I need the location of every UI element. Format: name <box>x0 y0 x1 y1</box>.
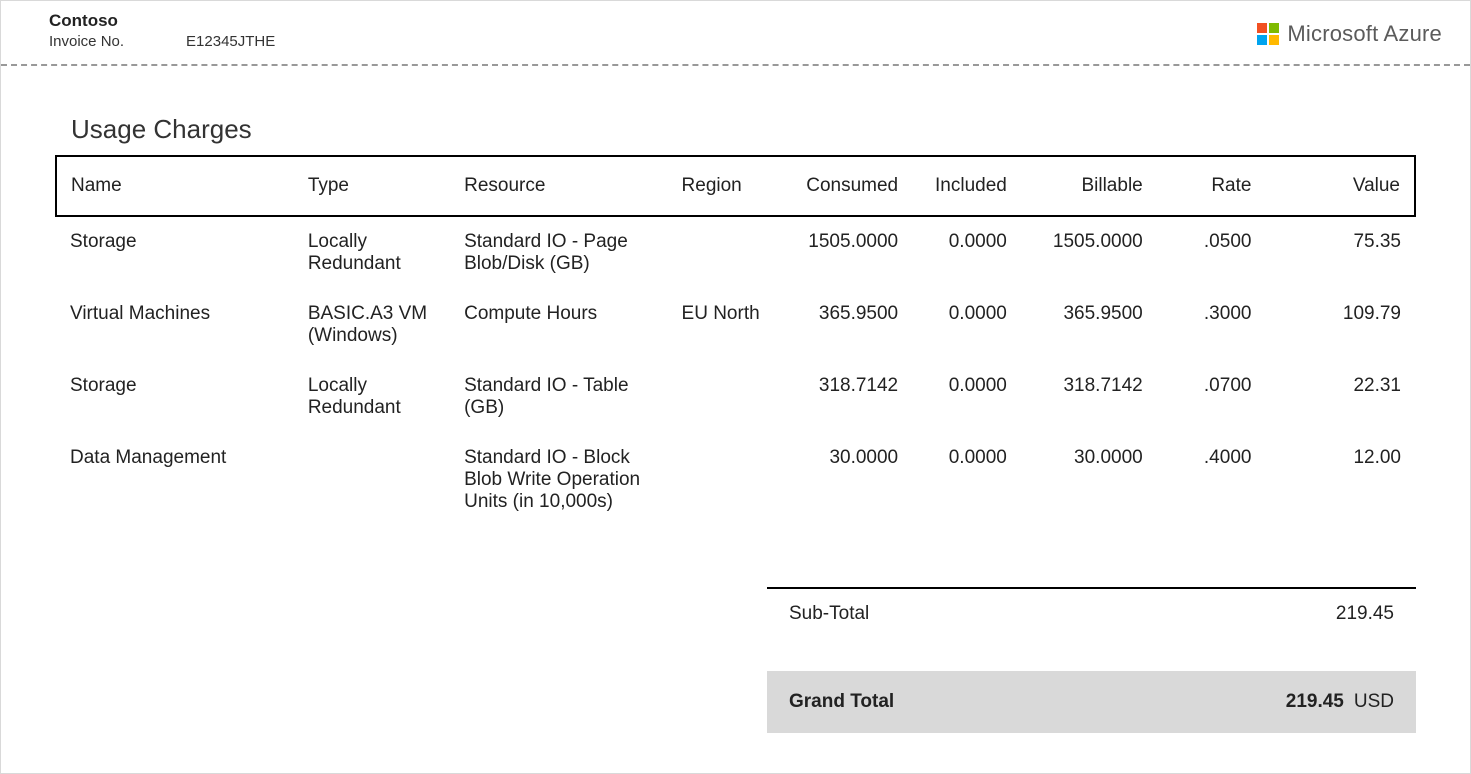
cell-billable: 30.0000 <box>1021 433 1157 527</box>
table-row: Data Management Standard IO - Block Blob… <box>56 433 1415 527</box>
grand-total-row: Grand Total 219.45 USD <box>767 671 1416 733</box>
cell-billable: 365.9500 <box>1021 289 1157 361</box>
cell-consumed: 1505.0000 <box>790 216 912 289</box>
cell-rate: .4000 <box>1157 433 1266 527</box>
invoice-number-value: E12345JTHE <box>186 33 275 50</box>
col-header-rate: Rate <box>1157 156 1266 216</box>
cell-type: BASIC.A3 VM (Windows) <box>294 289 450 361</box>
col-header-consumed: Consumed <box>790 156 912 216</box>
header-left: Contoso Invoice No. E12345JTHE <box>49 11 275 50</box>
logo-square-tr <box>1269 23 1279 33</box>
cell-type <box>294 433 450 527</box>
col-header-resource: Resource <box>450 156 667 216</box>
dashed-separator <box>1 64 1470 66</box>
usage-charges-table: Name Type Resource Region Consumed Inclu… <box>55 155 1416 527</box>
grand-total-amount-wrap: 219.45 USD <box>1286 691 1394 713</box>
cell-resource: Standard IO - Block Blob Write Operation… <box>450 433 667 527</box>
col-header-billable: Billable <box>1021 156 1157 216</box>
cell-consumed: 318.7142 <box>790 361 912 433</box>
cell-value: 109.79 <box>1265 289 1415 361</box>
microsoft-logo-icon <box>1257 23 1279 45</box>
cell-value: 75.35 <box>1265 216 1415 289</box>
col-header-region: Region <box>668 156 790 216</box>
cell-value: 22.31 <box>1265 361 1415 433</box>
cell-included: 0.0000 <box>912 361 1021 433</box>
cell-billable: 1505.0000 <box>1021 216 1157 289</box>
content-area: Usage Charges Name Type Resource Region … <box>1 74 1470 527</box>
cell-region <box>668 216 790 289</box>
col-header-name: Name <box>56 156 294 216</box>
header-right: Microsoft Azure <box>1257 11 1442 47</box>
logo-square-bl <box>1257 35 1267 45</box>
table-header-row: Name Type Resource Region Consumed Inclu… <box>56 156 1415 216</box>
cell-resource: Standard IO - Page Blob/Disk (GB) <box>450 216 667 289</box>
invoice-page: Contoso Invoice No. E12345JTHE Microsoft… <box>0 0 1471 774</box>
cell-type: Locally Redundant <box>294 216 450 289</box>
cell-included: 0.0000 <box>912 289 1021 361</box>
cell-included: 0.0000 <box>912 216 1021 289</box>
cell-rate: .3000 <box>1157 289 1266 361</box>
table-row: Virtual Machines BASIC.A3 VM (Windows) C… <box>56 289 1415 361</box>
col-header-included: Included <box>912 156 1021 216</box>
cell-billable: 318.7142 <box>1021 361 1157 433</box>
cell-region <box>668 433 790 527</box>
cell-region: EU North <box>668 289 790 361</box>
logo-square-br <box>1269 35 1279 45</box>
col-header-type: Type <box>294 156 450 216</box>
cell-consumed: 30.0000 <box>790 433 912 527</box>
cell-name: Storage <box>56 216 294 289</box>
header-bar: Contoso Invoice No. E12345JTHE Microsoft… <box>1 1 1470 50</box>
cell-region <box>668 361 790 433</box>
cell-resource: Standard IO - Table (GB) <box>450 361 667 433</box>
company-name: Contoso <box>49 11 275 31</box>
grand-total-value: 219.45 <box>1286 691 1344 713</box>
section-title: Usage Charges <box>71 114 1416 145</box>
cell-included: 0.0000 <box>912 433 1021 527</box>
col-header-value: Value <box>1265 156 1415 216</box>
cell-value: 12.00 <box>1265 433 1415 527</box>
table-row: Storage Locally Redundant Standard IO - … <box>56 216 1415 289</box>
subtotal-value: 219.45 <box>1336 603 1394 625</box>
subtotal-label: Sub-Total <box>789 603 869 625</box>
invoice-line: Invoice No. E12345JTHE <box>49 33 275 50</box>
totals-block: Sub-Total 219.45 Grand Total 219.45 USD <box>767 587 1416 733</box>
subtotal-row: Sub-Total 219.45 <box>767 587 1416 639</box>
logo-square-tl <box>1257 23 1267 33</box>
invoice-number-label: Invoice No. <box>49 33 124 50</box>
grand-total-currency: USD <box>1354 691 1394 713</box>
cell-name: Storage <box>56 361 294 433</box>
cell-name: Virtual Machines <box>56 289 294 361</box>
cell-consumed: 365.9500 <box>790 289 912 361</box>
cell-type: Locally Redundant <box>294 361 450 433</box>
cell-rate: .0500 <box>1157 216 1266 289</box>
brand-text: Microsoft Azure <box>1287 21 1442 47</box>
grand-total-label: Grand Total <box>789 691 894 713</box>
cell-name: Data Management <box>56 433 294 527</box>
table-row: Storage Locally Redundant Standard IO - … <box>56 361 1415 433</box>
table-body: Storage Locally Redundant Standard IO - … <box>56 216 1415 527</box>
cell-resource: Compute Hours <box>450 289 667 361</box>
cell-rate: .0700 <box>1157 361 1266 433</box>
